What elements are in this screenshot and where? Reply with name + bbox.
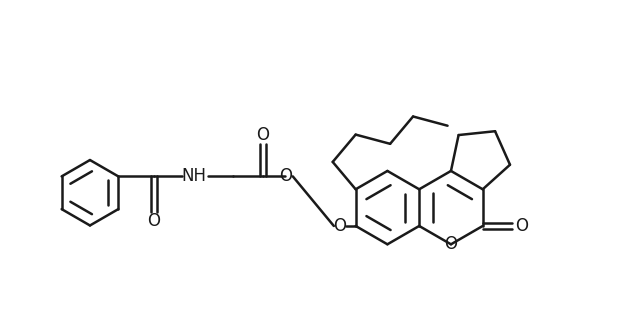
Text: O: O bbox=[280, 167, 292, 185]
Text: O: O bbox=[257, 126, 269, 144]
Text: O: O bbox=[333, 217, 346, 235]
Text: O: O bbox=[515, 217, 528, 235]
Text: O: O bbox=[147, 212, 161, 230]
Text: NH: NH bbox=[181, 167, 206, 185]
Text: O: O bbox=[444, 235, 458, 253]
